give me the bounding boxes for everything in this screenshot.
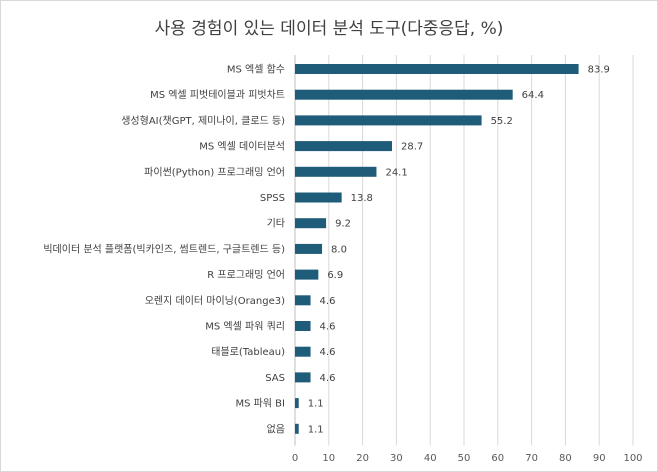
- bar: [295, 64, 579, 74]
- x-tick-label: 10: [322, 453, 335, 464]
- value-label: 6.9: [327, 270, 343, 281]
- value-label: 13.8: [351, 193, 373, 204]
- bar: [295, 192, 342, 203]
- value-label: 83.9: [588, 65, 610, 76]
- category-label: R 프로그래밍 언어: [207, 269, 285, 281]
- labels: 0 10 20 30 40 50 60 70 80 90 100 MS 엑셀 함수 83.9 MS 엑셀 …: [43, 64, 642, 465]
- category-label: 태블로(Tableau): [211, 346, 285, 358]
- category-label: MS 엑셀 파워 쿼리: [205, 320, 285, 333]
- bar: [295, 295, 311, 306]
- x-tick-label: 30: [390, 453, 403, 464]
- value-label: 4.6: [320, 296, 336, 307]
- category-label: MS 엑셀 함수: [227, 64, 285, 76]
- x-tick-label: 40: [424, 453, 437, 464]
- x-tick-label: 20: [356, 453, 369, 464]
- x-tick-label: 80: [559, 453, 572, 464]
- value-label: 9.2: [335, 219, 351, 230]
- bar: [295, 321, 311, 331]
- value-label: 8.0: [331, 244, 347, 255]
- value-label: 4.6: [320, 373, 336, 384]
- category-label: 파이썬(Python) 프로그래밍 언어: [144, 166, 285, 178]
- bar: [295, 166, 377, 177]
- value-label: 4.6: [320, 347, 336, 358]
- bar: [295, 243, 323, 254]
- value-label: 1.1: [308, 424, 324, 435]
- bar: [295, 269, 319, 280]
- category-label: MS 엑셀 피벗테이블과 피벗차트: [150, 89, 285, 101]
- bar: [295, 423, 299, 434]
- value-label: 24.1: [385, 167, 407, 178]
- x-tick-label: 0: [292, 453, 298, 464]
- value-label: 64.4: [522, 90, 544, 101]
- chart-title: 사용 경험이 있는 데이터 분석 도구(다중응답, %): [154, 19, 504, 39]
- x-tick-label: 90: [593, 453, 606, 464]
- value-label: 4.6: [320, 322, 336, 333]
- x-tick-label: 70: [525, 453, 538, 464]
- category-label: 생성형AI(챗GPT, 제미나이, 클로드 등): [121, 115, 285, 127]
- category-label: MS 파워 BI: [235, 397, 285, 410]
- bar: [295, 115, 482, 126]
- value-label: 28.7: [401, 142, 423, 153]
- bar: [295, 89, 513, 100]
- bar: [295, 346, 311, 357]
- x-tick-label: 60: [491, 453, 504, 464]
- category-label: 오렌지 데이터 마이닝(Orange3): [145, 295, 285, 307]
- category-label: 빅데이터 분석 플랫폼(빅카인즈, 썸트렌드, 구글트렌드 등): [43, 243, 285, 255]
- value-label: 55.2: [491, 116, 513, 127]
- bars: [295, 64, 579, 434]
- bar: [295, 372, 311, 383]
- bar: [295, 398, 299, 409]
- x-tick-label: 50: [458, 453, 471, 464]
- category-label: 기타: [267, 218, 285, 230]
- bar: [295, 141, 393, 152]
- category-label: MS 엑셀 데이터분석: [199, 141, 285, 153]
- category-label: 없음: [267, 422, 285, 435]
- category-label: SAS: [265, 373, 285, 384]
- bar: [295, 218, 327, 229]
- category-label: SPSS: [260, 193, 285, 204]
- x-tick-label: 100: [623, 453, 642, 464]
- value-label: 1.1: [308, 399, 324, 410]
